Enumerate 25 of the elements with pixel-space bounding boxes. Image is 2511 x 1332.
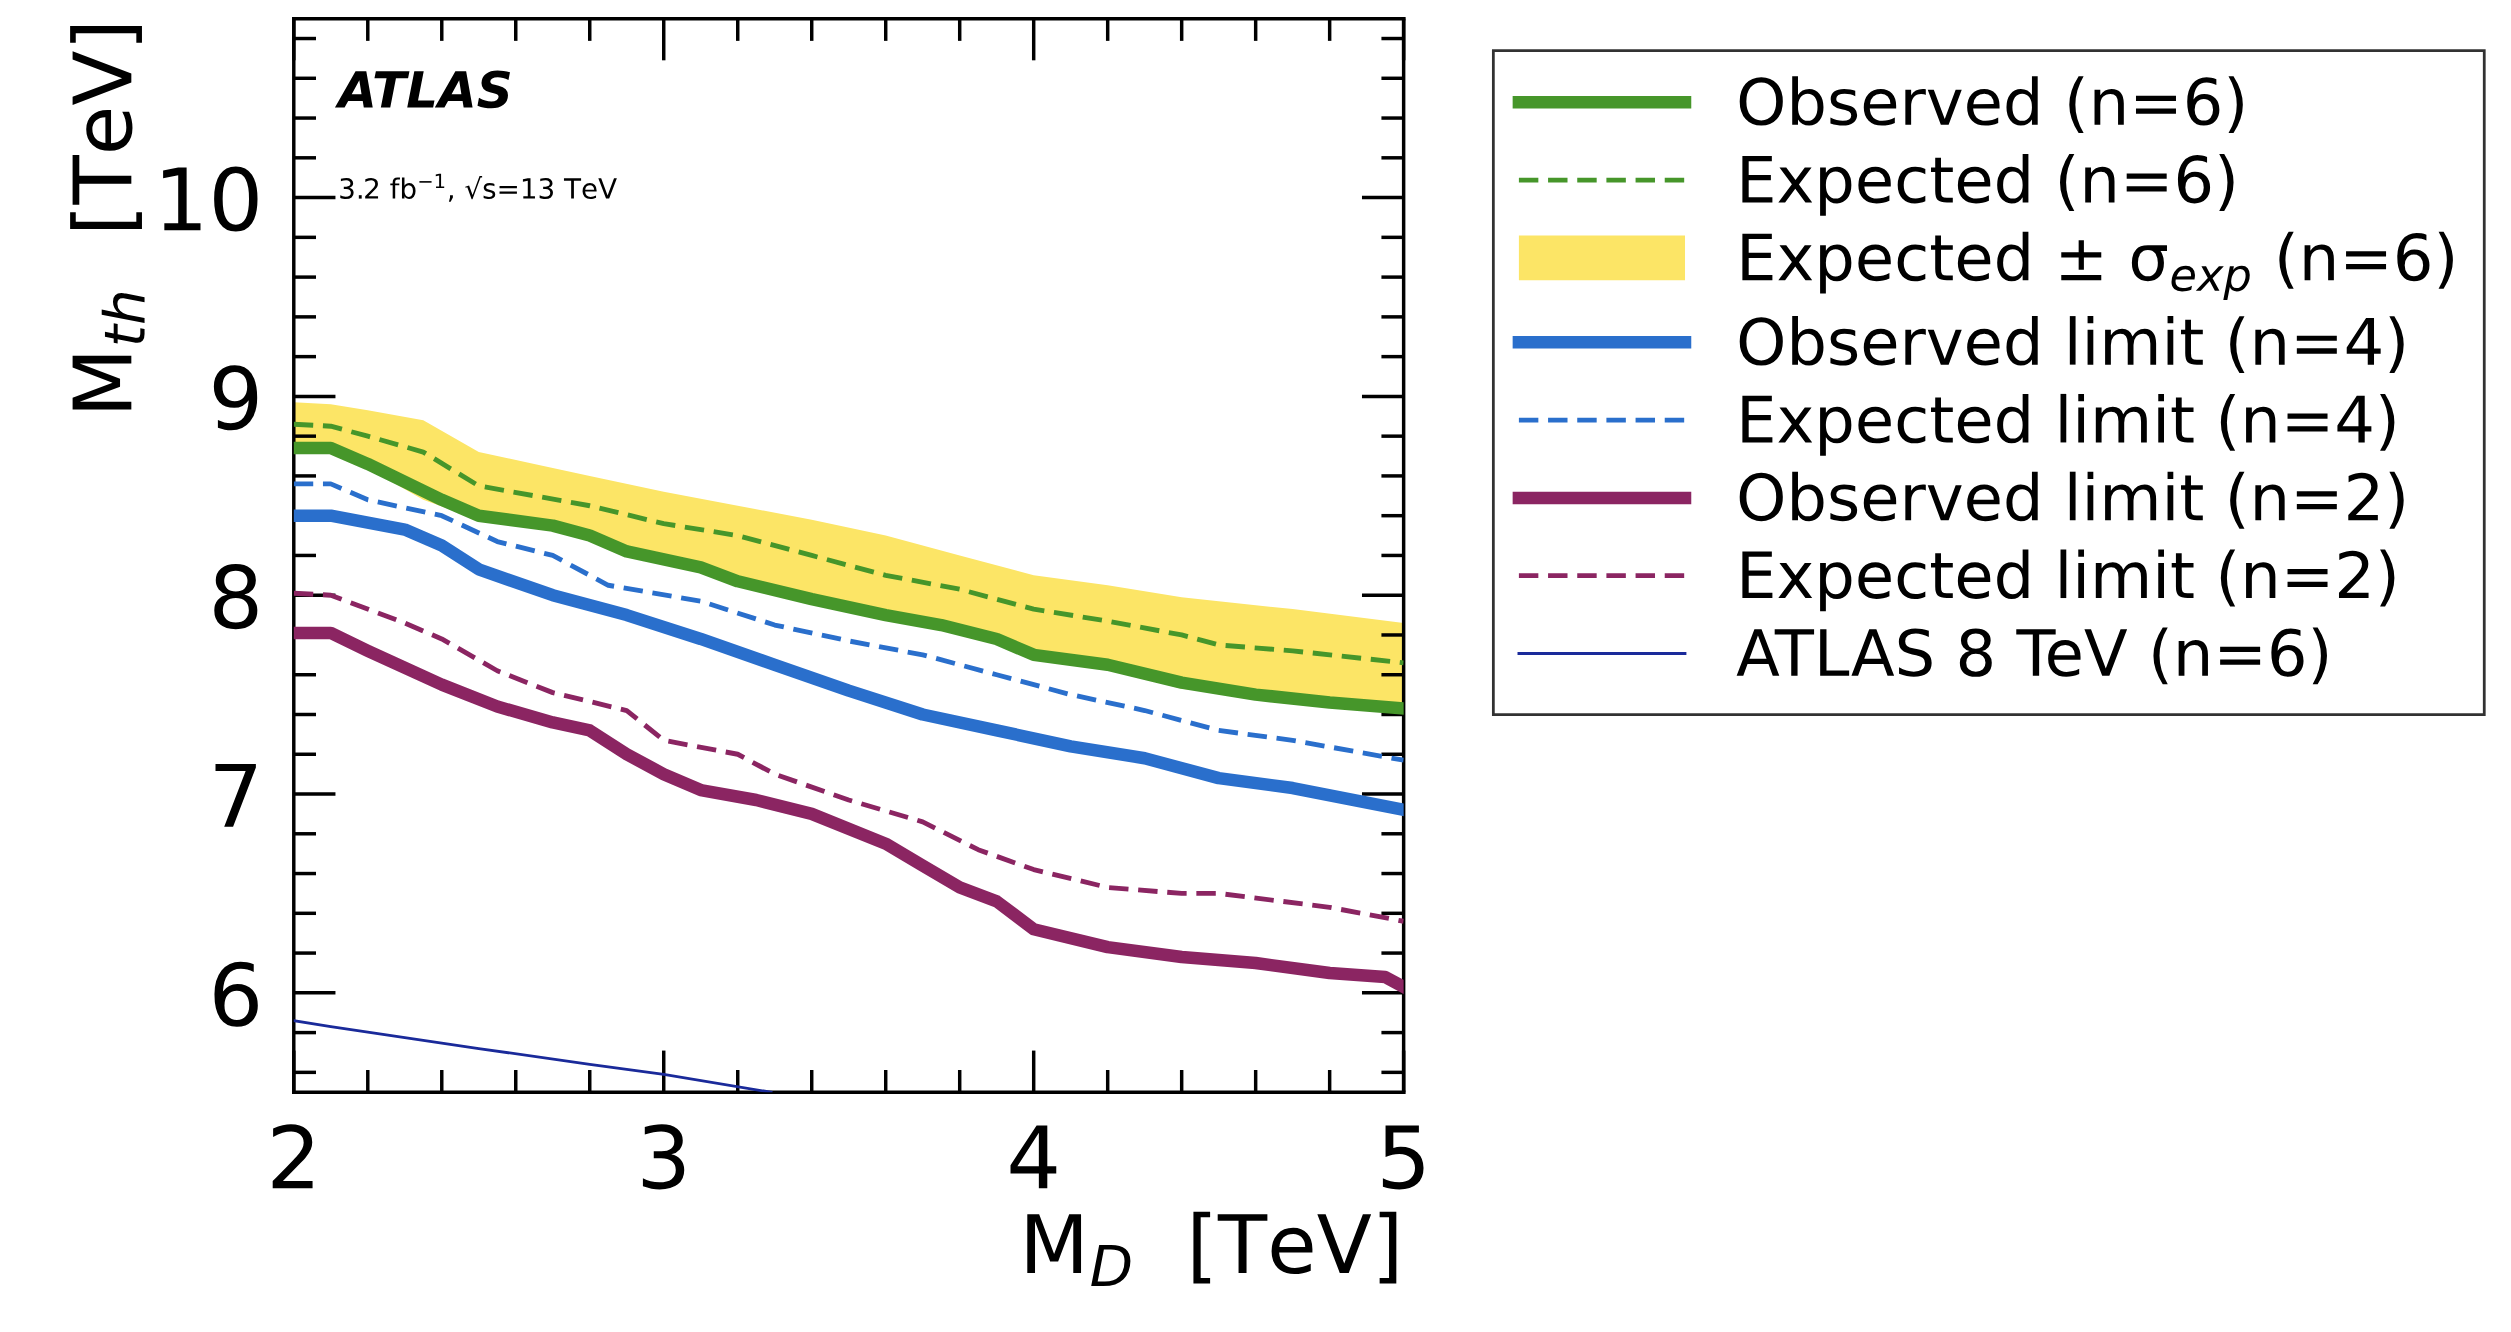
legend-label: Expected limit (n=4) xyxy=(1742,393,2395,456)
y-tick-label: 8 xyxy=(214,564,258,630)
line-series xyxy=(293,1019,773,1093)
x-axis-title: M$_{D}$ [TeV] xyxy=(1027,1211,1397,1287)
legend-label: Observed (n=6) xyxy=(1739,76,2243,134)
legend-label: ATLAS 8 TeV (n=6) xyxy=(1736,627,2327,685)
legend-label: Expected limit (n=2) xyxy=(1742,549,2395,612)
line-series xyxy=(293,481,1404,763)
y-tick-label: 10 xyxy=(163,166,258,232)
legend-label: Expected (n=6) xyxy=(1742,153,2234,216)
x-tick-label: 4 xyxy=(1010,1125,1057,1189)
legend-label: Expected ± σ$_{exp}$ (n=6) xyxy=(1742,231,2453,301)
line-series xyxy=(293,421,1404,666)
y-tick-label: 7 xyxy=(215,763,256,827)
y-tick-label: 6 xyxy=(214,961,258,1027)
legend-label: Observed limit (n=2) xyxy=(1739,471,2404,529)
y-axis-title: M$_{th}$ [TeV] xyxy=(70,26,145,410)
annotation: 3.2 fb$^{−1}$, √s=13 TeV xyxy=(340,173,617,202)
annotation: ATLAS xyxy=(334,70,510,109)
legend-label: Observed limit (n=4) xyxy=(1739,316,2404,374)
x-tick-label: 3 xyxy=(642,1124,685,1190)
x-tick-label: 2 xyxy=(272,1124,313,1189)
y-tick-label: 9 xyxy=(213,365,258,431)
line-series xyxy=(293,590,1404,924)
x-tick-label: 5 xyxy=(1382,1125,1424,1190)
